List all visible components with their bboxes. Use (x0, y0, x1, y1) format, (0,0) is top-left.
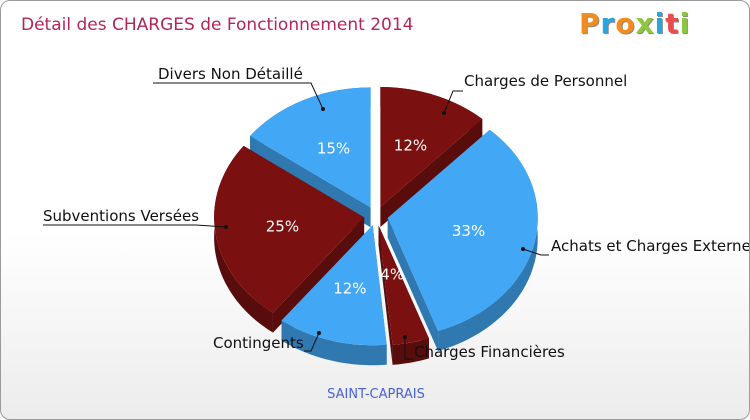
slice-value-label-1: 33% (452, 222, 485, 240)
slice-value-label-3: 12% (333, 280, 366, 298)
logo-letter-6: i (679, 7, 691, 40)
leader-dot-2 (403, 335, 407, 339)
slice-category-label-3: Contingents (213, 334, 304, 352)
slice-value-label-0: 12% (394, 137, 427, 155)
logo-letter-3: x (635, 7, 655, 40)
slice-category-label-2: Charges Financières (414, 343, 565, 361)
slice-category-label-4: Subventions Versées (43, 207, 199, 225)
slice-value-label-2: 4% (380, 266, 404, 284)
pie-slice-3 (281, 225, 387, 366)
leader-dot-0 (442, 111, 446, 115)
logo-letter-5: t (665, 7, 680, 40)
slice-value-label-5: 15% (317, 139, 350, 157)
leader-line-2 (404, 337, 413, 360)
logo-letter-0: P (579, 7, 601, 40)
logo-letter-1: r (600, 7, 616, 40)
pie-slice-4 (214, 145, 365, 333)
pie-slice-0 (380, 87, 483, 228)
leader-line-5 (153, 82, 324, 110)
slice-category-label-5: Divers Non Détaillé (158, 65, 303, 83)
leader-dot-5 (321, 107, 325, 111)
leader-line-4 (43, 224, 227, 228)
leader-line-0 (443, 90, 463, 114)
pie-slice-2 (378, 225, 429, 365)
logo-letter-4: i (654, 7, 666, 40)
pie-slice-1 (387, 129, 538, 351)
slice-category-label-0: Charges de Personnel (464, 72, 627, 90)
proxiti-logo: Proxiti (579, 7, 690, 40)
slice-value-label-4: 25% (266, 218, 299, 236)
leader-dot-3 (317, 331, 321, 335)
leader-dot-4 (224, 225, 228, 229)
slice-category-label-1: Achats et Charges Externes (551, 237, 750, 255)
chart-title: Détail des CHARGES de Fonctionnement 201… (21, 15, 414, 35)
leader-line-3 (304, 332, 320, 352)
leader-line-1 (522, 248, 549, 256)
chart-subtitle: SAINT-CAPRAIS (327, 387, 425, 402)
logo-letter-2: o (615, 7, 636, 40)
leader-dot-1 (521, 247, 525, 251)
